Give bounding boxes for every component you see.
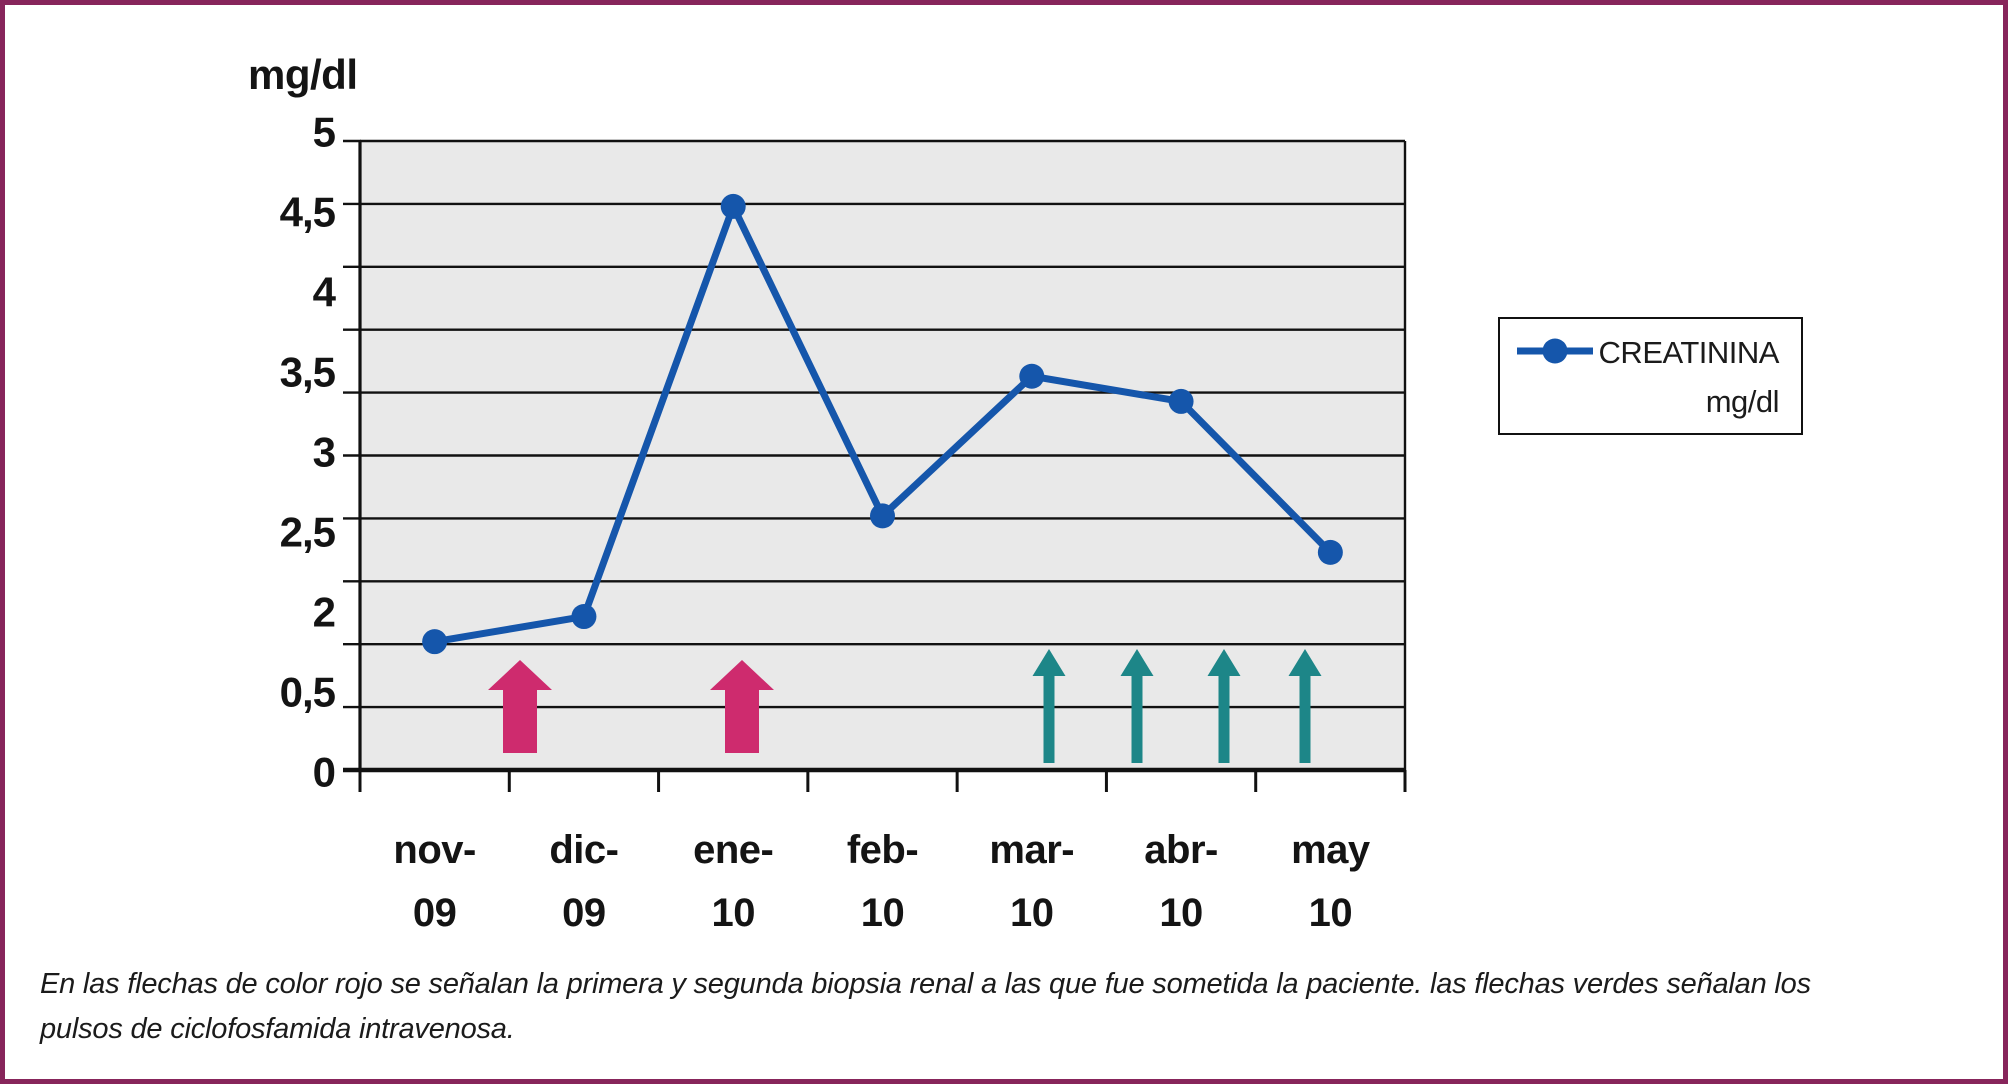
legend-text: CREATININA mg/dl [1598, 328, 1780, 426]
x-tick-label: 09 [413, 891, 457, 935]
x-tick-label: mar- [989, 828, 1074, 872]
x-tick-label: 10 [711, 891, 755, 935]
y-tick-label: 4,5 [280, 189, 336, 236]
creatinine-line-chart: 5 4,5 4 3,5 3 2,5 2 0,5 0 nov- 09 dic- 09 ene- 10 feb- 1… [280, 109, 1407, 935]
y-tick-label: 5 [313, 109, 336, 156]
y-tick-label: 3,5 [280, 349, 336, 396]
x-tick-label: 10 [1010, 891, 1054, 935]
data-point-marker [1317, 539, 1343, 565]
data-point-marker [1168, 388, 1194, 414]
x-tick-label: 10 [1309, 891, 1353, 935]
data-point-marker [571, 604, 597, 630]
x-tick-label: nov- [393, 828, 475, 872]
data-point-marker [720, 193, 746, 219]
biopsy-arrow [710, 660, 774, 753]
x-tick-label: ene- [693, 828, 773, 872]
biopsy-arrow [488, 660, 552, 753]
x-tick-label: may [1291, 828, 1371, 872]
x-tick-label: 09 [562, 891, 606, 935]
legend-series-unit: mg/dl [1705, 384, 1780, 419]
cyclophosphamide-pulse-arrow [1032, 649, 1066, 763]
x-tick-label: 10 [861, 891, 905, 935]
x-tick-label: abr- [1144, 828, 1218, 872]
y-tick-label: 0,5 [280, 669, 336, 716]
y-tick-label: 2 [313, 589, 335, 636]
legend-series-label: CREATININA [1598, 335, 1780, 370]
y-tick-label: 4 [313, 269, 337, 316]
y-axis-title: mg/dl [248, 51, 358, 98]
figure-caption: En las flechas de color rojo se señalan … [40, 968, 1811, 1045]
y-tick-label: 3 [313, 429, 335, 476]
cyclophosphamide-pulse-arrow [1288, 649, 1322, 763]
x-tick-label: 10 [1159, 891, 1203, 935]
x-tick-label: feb- [847, 828, 918, 872]
cyclophosphamide-pulse-arrow [1120, 649, 1154, 763]
data-point-marker [422, 629, 448, 655]
legend-line-marker-icon [1517, 338, 1593, 364]
y-tick-label: 0 [313, 749, 335, 796]
y-tick-label: 2,5 [280, 509, 336, 556]
legend-box: CREATININA mg/dl [1498, 317, 1803, 435]
x-tick-label: dic- [549, 828, 618, 872]
data-point-marker [1019, 363, 1045, 389]
cyclophosphamide-pulse-arrow [1207, 649, 1241, 763]
data-point-marker [870, 503, 895, 529]
